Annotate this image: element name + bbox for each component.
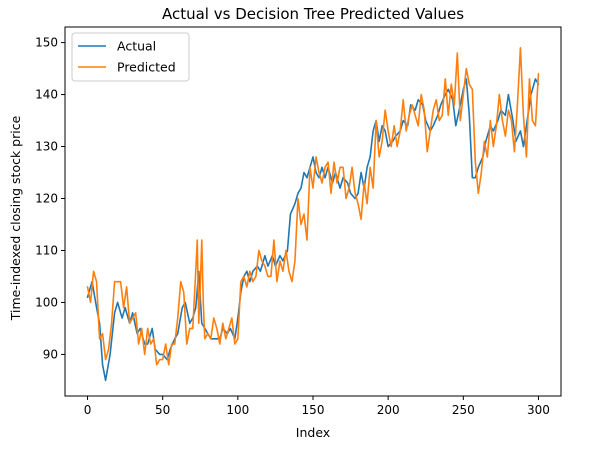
x-tick-label: 250	[452, 403, 475, 417]
x-tick-label: 100	[226, 403, 249, 417]
x-tick-label: 300	[527, 403, 550, 417]
y-tick-label: 90	[43, 347, 58, 361]
y-axis: 90 100 110 120 130 140 150	[35, 36, 65, 361]
legend: Actual Predicted	[71, 32, 190, 82]
y-tick-label: 100	[35, 295, 58, 309]
x-tick-label: 150	[302, 403, 325, 417]
x-tick-label: 0	[84, 403, 92, 417]
y-tick-label: 140	[35, 88, 58, 102]
y-tick-label: 130	[35, 140, 58, 154]
series-layer	[86, 46, 540, 382]
chart-title: Actual vs Decision Tree Predicted Values	[162, 5, 464, 23]
x-tick-label: 200	[377, 403, 400, 417]
x-axis: 0 50 100 150 200 250 300	[84, 396, 550, 417]
legend-label-predicted: Predicted	[117, 60, 176, 75]
legend-box	[71, 32, 190, 82]
y-tick-label: 150	[35, 36, 58, 50]
series-line-predicted	[86, 46, 540, 366]
y-axis-label: Time-indexed closing stock price	[8, 115, 23, 321]
x-tick-label: 50	[155, 403, 170, 417]
plot-area	[64, 26, 562, 397]
y-tick-label: 120	[35, 192, 58, 206]
x-axis-label: Index	[296, 425, 330, 440]
y-tick-label: 110	[35, 243, 58, 257]
legend-label-actual: Actual	[117, 39, 156, 54]
